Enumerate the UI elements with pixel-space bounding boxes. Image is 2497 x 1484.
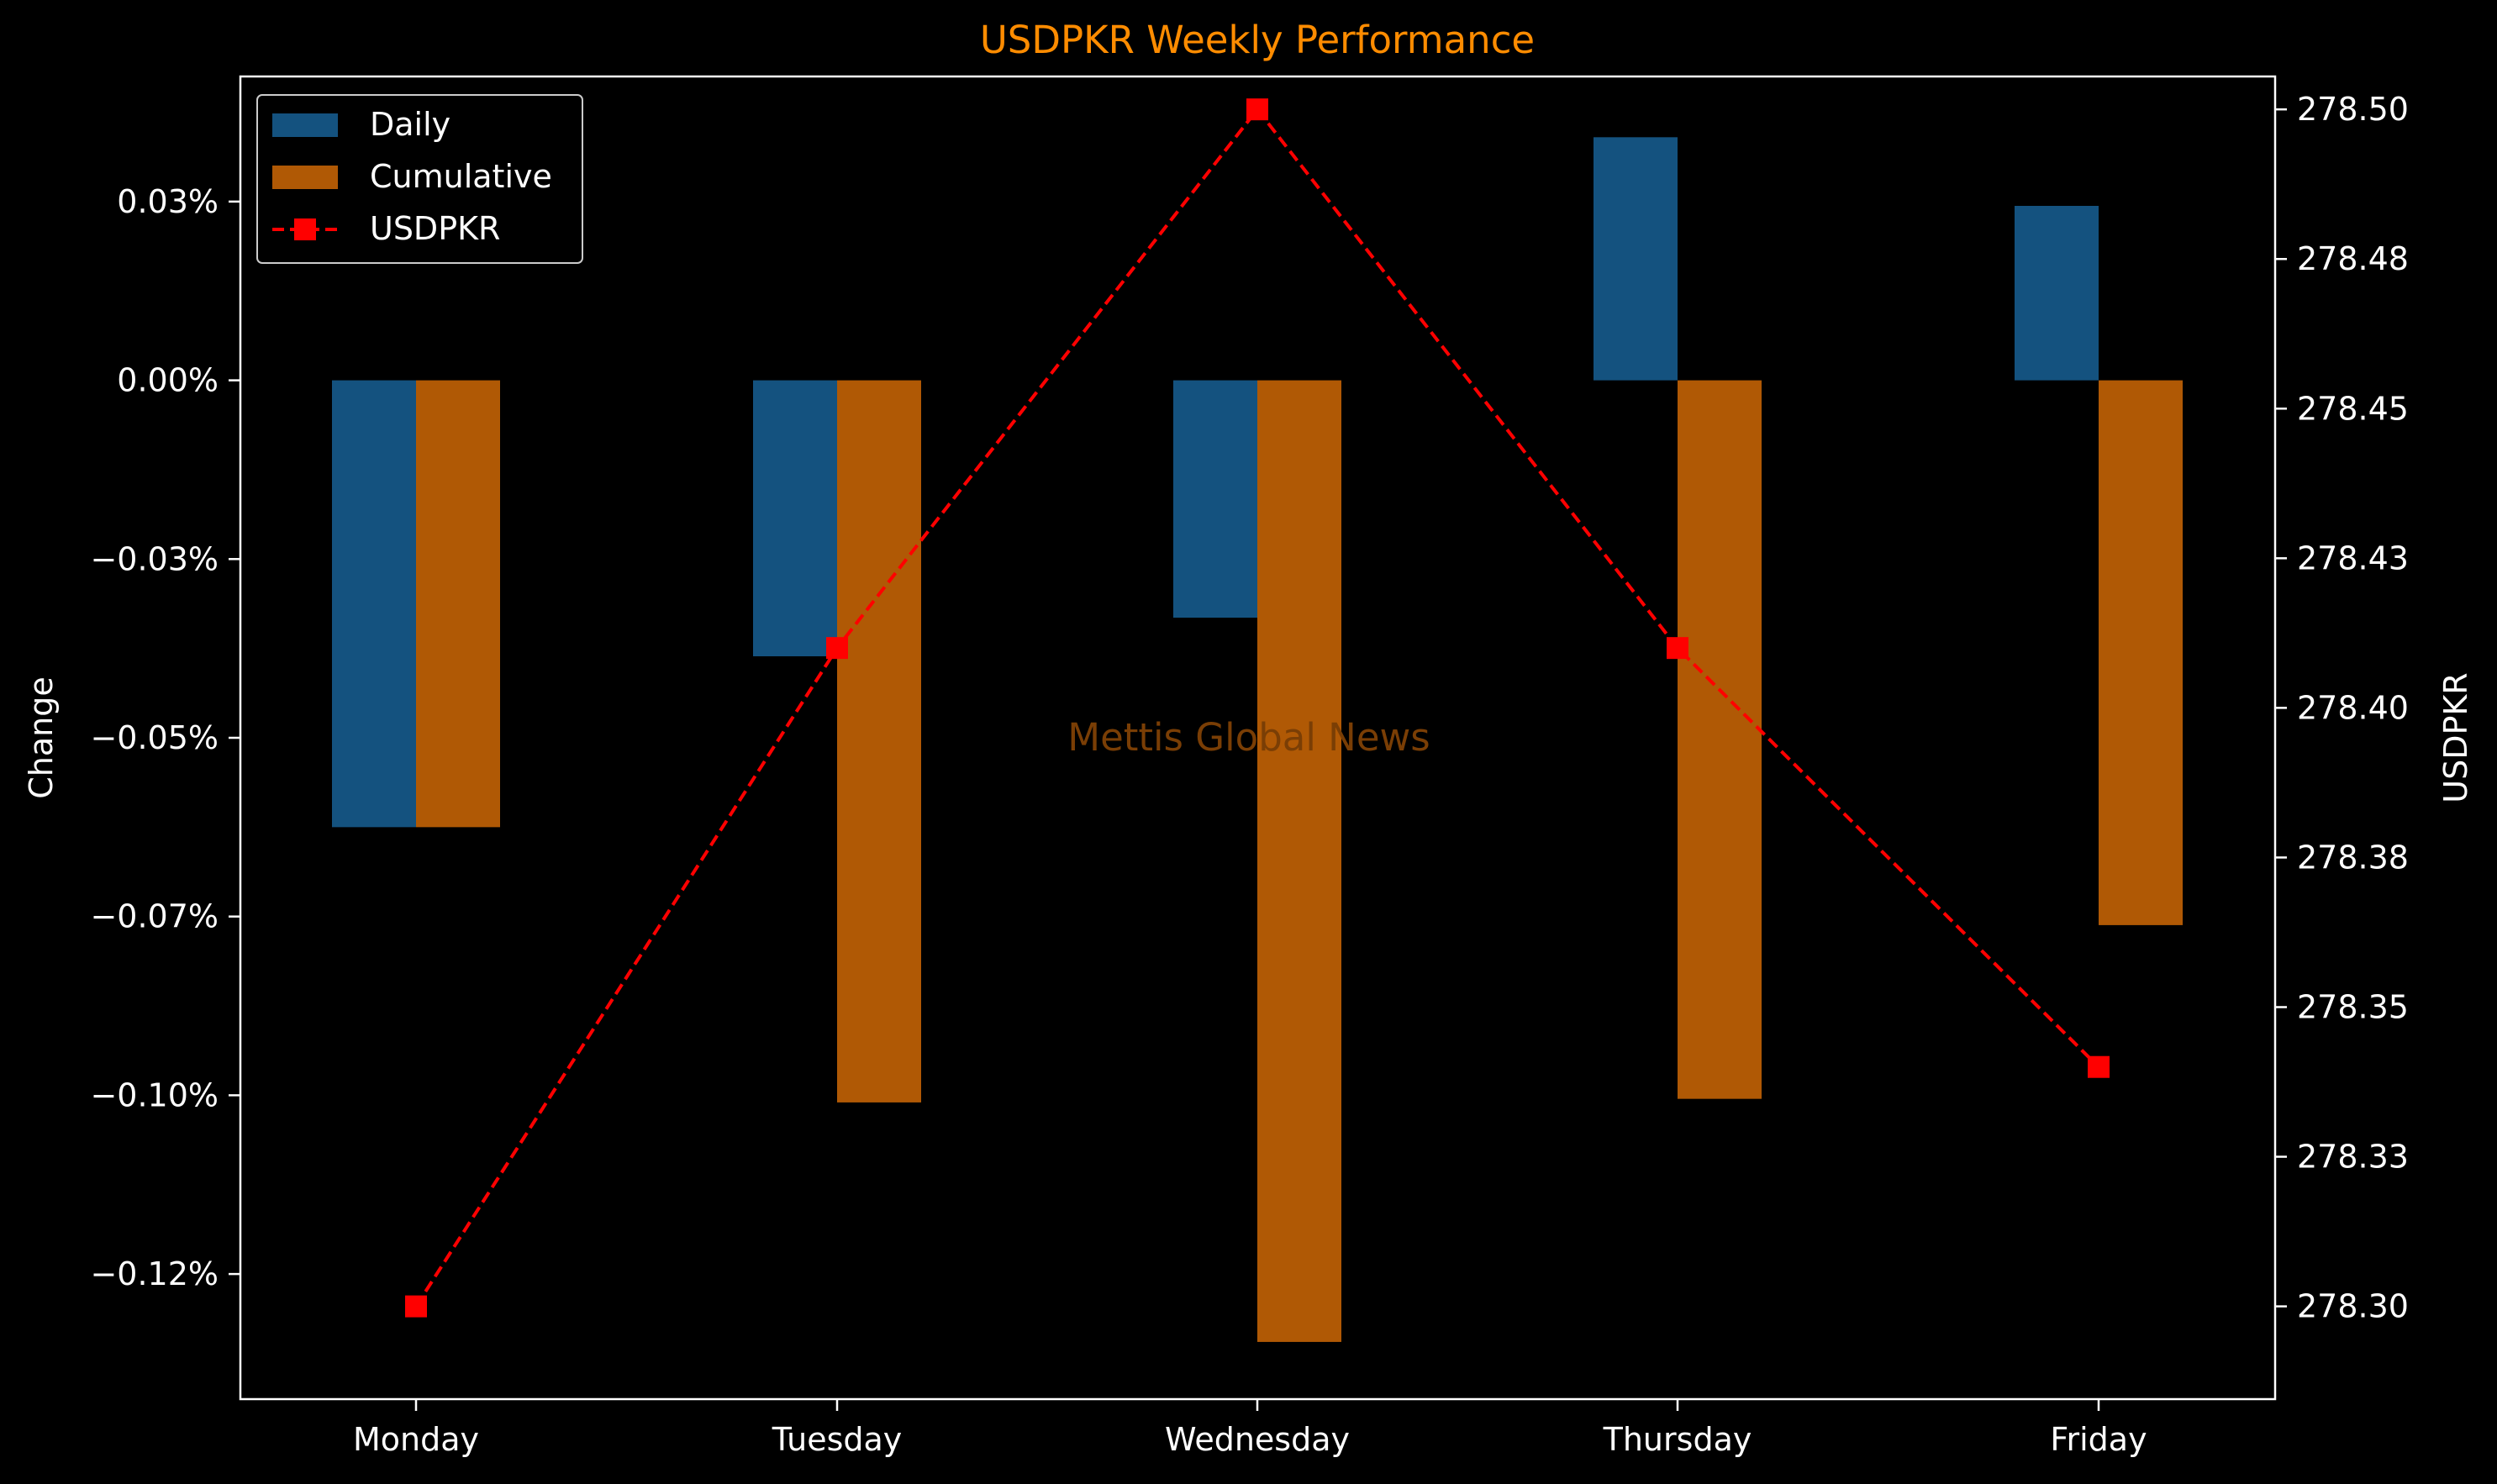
x-tick-label: Tuesday [772,1421,903,1458]
y-tick-label: −0.12% [90,1255,219,1292]
bar-cumulative-friday [2099,380,2183,925]
y2-tick-label: 278.50 [2297,91,2409,128]
x-axis: Monday Tuesday Wednesday Thursday Friday [353,1399,2147,1458]
y-tick-label: −0.10% [90,1076,219,1113]
marker-usdpkr-tuesday [826,637,848,660]
watermark: Mettis Global News [1067,715,1430,760]
x-tick-label: Wednesday [1165,1421,1350,1458]
bar-daily-tuesday [753,380,837,657]
bar-daily-wednesday [1173,380,1257,618]
bar-daily-friday [2015,205,2099,381]
y2-tick-label: 278.48 [2297,240,2409,277]
marker-usdpkr-friday [2088,1055,2110,1078]
right-axis: 278.50 278.48 278.45 278.43 278.40 278.38 278.… [2275,91,2409,1325]
y2-tick-label: 278.40 [2297,689,2409,726]
legend-marker-usdpkr [294,218,316,240]
marker-usdpkr-thursday [1667,637,1688,660]
marker-usdpkr-monday [405,1295,427,1318]
y2-tick-label: 278.33 [2297,1139,2409,1176]
x-tick-label: Monday [353,1421,479,1458]
y2-tick-label: 278.38 [2297,839,2409,876]
y-tick-label: 0.00% [117,362,219,399]
legend-swatch-cumulative [272,166,338,189]
left-axis: 0.03% 0.00% −0.03% −0.05% −0.07% −0.10% −0.12% [90,183,240,1292]
legend-swatch-daily [272,113,338,137]
legend-label-cumulative: Cumulative [370,158,552,195]
y2-tick-label: 278.45 [2297,390,2409,427]
bar-daily-monday [332,380,416,828]
bar-cumulative-thursday [1678,380,1762,1099]
y2-tick-label: 278.35 [2297,988,2409,1025]
y-axis-label: Change [23,676,60,799]
x-tick-label: Friday [2050,1421,2147,1458]
legend: Daily Cumulative USDPKR [256,94,583,264]
bar-cumulative-tuesday [837,380,921,1102]
y-tick-label: −0.03% [90,540,219,577]
legend-label-daily: Daily [370,106,450,143]
bar-cumulative-wednesday [1257,380,1341,1342]
plot-marks [332,98,2183,1342]
x-tick-label: Thursday [1603,1421,1752,1458]
y-tick-label: −0.07% [90,898,219,935]
legend-label-usdpkr: USDPKR [370,210,500,247]
bar-cumulative-monday [416,380,500,828]
y2-axis-label: USDPKR [2437,672,2474,803]
bar-daily-thursday [1594,137,1678,381]
line-usdpkr [414,106,2100,1308]
y-tick-label: −0.05% [90,719,219,756]
marker-usdpkr-wednesday [1246,98,1268,121]
legend-frame [256,94,583,264]
chart-title: USDPKR Weekly Performance [980,18,1535,62]
y-tick-label: 0.03% [117,183,219,220]
y2-tick-label: 278.30 [2297,1288,2409,1325]
y2-tick-label: 278.43 [2297,539,2409,576]
